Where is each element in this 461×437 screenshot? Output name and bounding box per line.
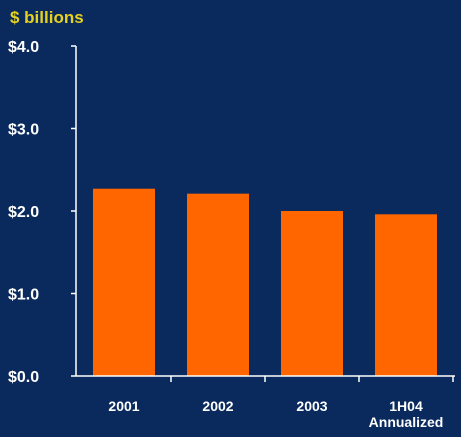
unit-label: $ billions	[10, 8, 84, 27]
bar	[93, 188, 155, 376]
plot-area: $0.0 $1.0 $2.0 $3.0 $4.0 2001 2002 2003 1H04Annu…	[8, 39, 455, 430]
x-tick-label: 1H04	[389, 398, 423, 414]
y-tick-label: $3.0	[8, 122, 39, 139]
x-tick-label: 2001	[108, 398, 139, 414]
bar	[375, 214, 437, 376]
y-tick-label: $1.0	[8, 287, 39, 304]
y-tick-label: $0.0	[8, 369, 39, 386]
y-tick-label: $4.0	[8, 39, 39, 56]
x-tick-label: 2002	[202, 398, 233, 414]
x-tick-label: Annualized	[369, 414, 444, 430]
y-tick-label: $2.0	[8, 204, 39, 221]
x-tick-label: 2003	[296, 398, 327, 414]
bar	[281, 211, 343, 376]
bar	[187, 193, 249, 376]
